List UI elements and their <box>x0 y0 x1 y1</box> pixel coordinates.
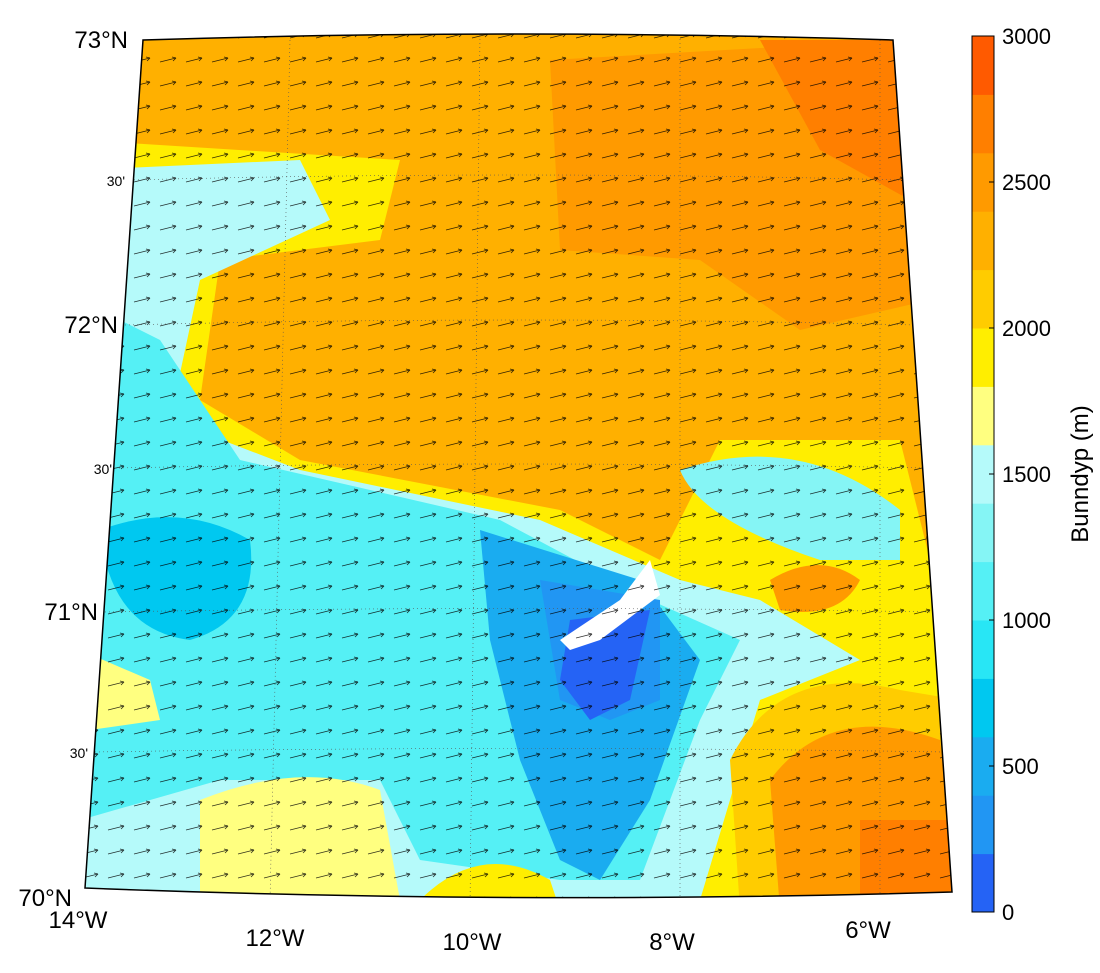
colorbar-segment <box>972 853 994 913</box>
colorbar-segment <box>972 94 994 154</box>
colorbar-tick-label: 2500 <box>1002 170 1051 195</box>
lon-label: 12°W <box>246 925 305 952</box>
colorbar-segment <box>972 444 994 504</box>
colorbar-tick-label: 0 <box>1002 900 1014 925</box>
lat-label: 70°N <box>18 885 72 912</box>
colorbar-segment <box>972 795 994 855</box>
lon-label: 10°W <box>443 929 502 956</box>
colorbar: 0 500 1000 1500 2000 2500 3000 <box>971 24 1051 925</box>
colorbar-segment <box>972 328 994 387</box>
colorbar-tick-label: 1500 <box>1002 462 1051 487</box>
lat-label: 72°N <box>64 312 118 339</box>
colorbar-tick-label: 1000 <box>1002 608 1051 633</box>
map-frame <box>84 33 953 899</box>
colorbar-segment <box>972 211 994 271</box>
lat-label: 30' <box>107 173 125 189</box>
lon-label: 6°W <box>845 917 891 944</box>
colorbar-segment <box>972 152 994 212</box>
colorbar-segment <box>972 561 994 621</box>
graticule <box>94 34 946 898</box>
colorbar-tick-label: 500 <box>1002 754 1039 779</box>
lon-label: 14°W <box>49 907 108 934</box>
bathymetry-map <box>85 34 952 898</box>
lon-label: 8°W <box>649 929 695 956</box>
colorbar-segment <box>972 736 994 796</box>
lat-label: 30' <box>94 461 112 477</box>
colorbar-label: Bunndyp (m) <box>1067 405 1094 542</box>
colorbar-tick-label: 2000 <box>1002 316 1051 341</box>
lat-label: 30' <box>70 745 88 761</box>
lat-label: 73°N <box>74 27 128 54</box>
colorbar-segment <box>972 503 994 563</box>
colorbar-segment <box>972 36 994 95</box>
colorbar-segment <box>972 678 994 738</box>
colorbar-segment <box>972 386 994 446</box>
lat-label: 71°N <box>44 599 98 626</box>
colorbar-segment <box>972 620 994 679</box>
colorbar-tick-label: 3000 <box>1002 24 1051 49</box>
colorbar-segment <box>972 269 994 329</box>
